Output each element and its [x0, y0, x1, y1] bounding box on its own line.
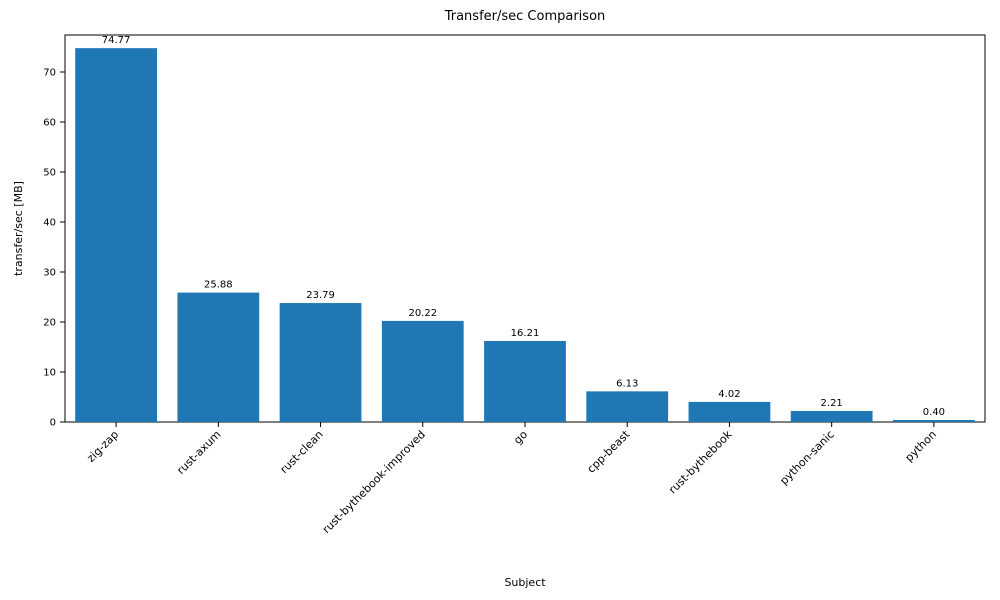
bar-python [893, 420, 975, 422]
bar-value-label: 2.21 [821, 398, 843, 409]
y-axis-label: transfer/sec [MB] [12, 181, 25, 276]
bar-value-label: 0.40 [923, 407, 945, 418]
y-tick-label: 10 [43, 368, 56, 379]
y-tick-label: 30 [43, 268, 56, 279]
chart-title: Transfer/sec Comparison [444, 9, 606, 24]
bar-rust-bythebook [688, 401, 771, 422]
bar-rust-bythebook-improved [381, 320, 464, 422]
bar-zig-zap [75, 48, 157, 423]
bar-value-label: 23.79 [306, 290, 335, 301]
y-tick-label: 70 [43, 68, 56, 79]
bar-value-label: 4.02 [718, 389, 740, 400]
bar-value-label: 74.77 [102, 35, 131, 46]
y-tick-label: 0 [50, 418, 56, 429]
y-tick-label: 20 [43, 318, 56, 329]
y-tick-label: 60 [43, 118, 56, 129]
bar-go [484, 340, 566, 422]
y-tick-label: 40 [43, 218, 56, 229]
y-tick-label: 50 [43, 168, 56, 179]
bar-rust-axum [177, 292, 260, 422]
bar-value-label: 25.88 [204, 280, 233, 291]
x-axis-label: Subject [504, 576, 546, 589]
bar-value-label: 6.13 [616, 378, 638, 389]
bar-rust-clean [279, 303, 362, 422]
bar-value-label: 20.22 [408, 308, 437, 319]
bar-cpp-beast [586, 391, 669, 422]
bar-value-label: 16.21 [511, 328, 540, 339]
bar-python-sanic [790, 410, 873, 422]
